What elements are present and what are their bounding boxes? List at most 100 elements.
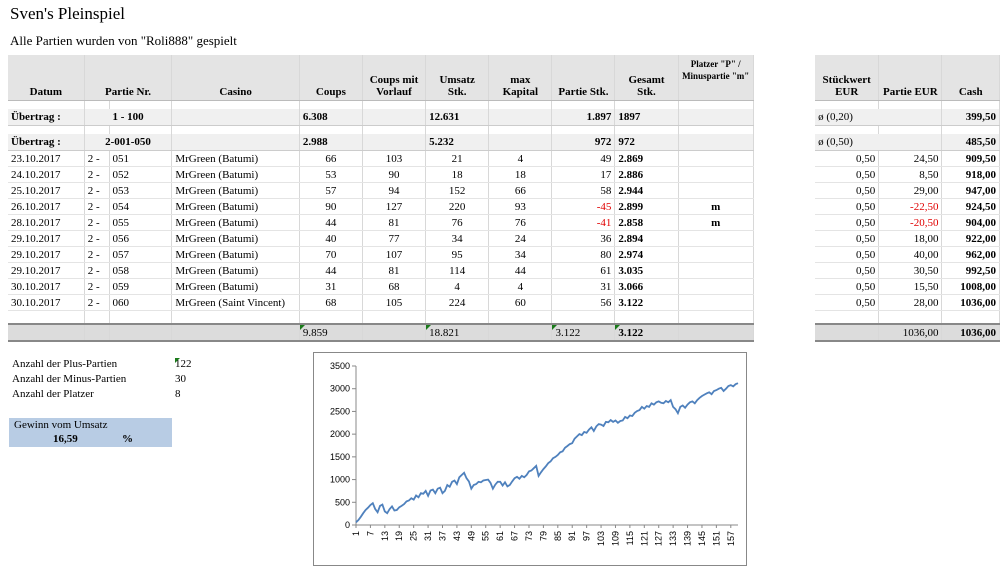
coups-cell: 68 — [299, 294, 363, 311]
partie-eur-cell: 40,00 — [878, 246, 943, 263]
empty-cell — [678, 125, 754, 134]
empty-cell — [941, 310, 1000, 325]
empty-cell — [362, 310, 427, 325]
page-subtitle: Alle Partien wurden von "Roli888" gespie… — [10, 33, 237, 48]
platzer-cell — [678, 182, 754, 199]
casino-cell: MrGreen (Batumi) — [171, 198, 300, 215]
gap-cell — [753, 198, 816, 215]
x-tick-label: 145 — [697, 531, 707, 546]
coups-cell: 53 — [299, 166, 363, 183]
stueckwert-cell: 0,50 — [815, 230, 880, 247]
stat-label: Anzahl der Plus-Partien — [12, 358, 118, 370]
casino-cell: MrGreen (Batumi) — [171, 262, 300, 279]
total-coups: 9.859 — [299, 323, 363, 342]
empty-cell — [84, 323, 110, 342]
cash-cell: 947,00 — [941, 182, 1000, 199]
empty-cell — [299, 310, 363, 325]
uebertrag-umsatz: 12.631 — [425, 109, 490, 126]
stat-platzer: Anzahl der Platzer 8 — [12, 388, 212, 403]
uebertrag-gesamt: 972 — [614, 134, 679, 151]
y-tick-label: 2500 — [330, 406, 350, 416]
empty-cell — [678, 323, 754, 342]
empty-cell — [551, 310, 616, 325]
datum-cell: 25.10.2017 — [8, 182, 85, 199]
partie-prefix-cell: 2 - — [84, 150, 110, 167]
empty-cell — [299, 125, 363, 134]
partie-eur-cell: 29,00 — [878, 182, 943, 199]
header-cash: Cash — [941, 55, 1000, 101]
datum-cell: 26.10.2017 — [8, 198, 85, 215]
header-partie-nr: Partie Nr. — [84, 55, 173, 101]
vorlauf-cell: 81 — [362, 214, 427, 231]
partie-prefix-cell: 2 - — [84, 246, 110, 263]
empty-cell — [425, 310, 490, 325]
gewinn-unit: % — [122, 433, 133, 445]
x-tick-label: 121 — [639, 531, 649, 546]
uebertrag-partie-stk: 972 — [551, 134, 616, 151]
gap-cell — [753, 230, 816, 247]
x-tick-label: 127 — [654, 531, 664, 546]
empty-cell — [84, 100, 110, 109]
table-row: 29.10.2017 2 -058 MrGreen (Batumi) 44 81 114 4… — [8, 262, 1000, 279]
partie-nr-cell: 056 — [109, 230, 173, 247]
table-row: 30.10.2017 2 -060 MrGreen (Saint Vincent) 6… — [8, 294, 1000, 311]
cash-cell: 918,00 — [941, 166, 1000, 183]
partie-stk-cell: 56 — [551, 294, 616, 311]
uebertrag-stueckwert: ø (0,20) — [815, 109, 943, 126]
stueckwert-cell: 0,50 — [815, 246, 880, 263]
stat-value: 8 — [175, 388, 181, 400]
gap-cell — [753, 166, 816, 183]
datum-cell: 28.10.2017 — [8, 214, 85, 231]
stueckwert-cell: 0,50 — [815, 278, 880, 295]
stueckwert-cell: 0,50 — [815, 214, 880, 231]
gesamt-stk-cell: 3.066 — [614, 278, 679, 295]
cash-cell: 924,50 — [941, 198, 1000, 215]
stats-block: Anzahl der Plus-Partien 122 Anzahl der M… — [12, 358, 212, 403]
totals-row: 9.859 18.821 3.122 3.122 1036,00 1036,00 — [8, 323, 1000, 342]
partie-stk-cell: -41 — [551, 214, 616, 231]
gesamt-stk-cell: 2.944 — [614, 182, 679, 199]
gesamt-stk-cell: 2.886 — [614, 166, 679, 183]
x-tick-label: 1 — [351, 531, 361, 536]
partie-nr-cell: 054 — [109, 198, 173, 215]
kapital-cell: 4 — [488, 150, 553, 167]
y-tick-label: 3500 — [330, 361, 350, 371]
empty-cell — [488, 134, 553, 151]
uebertrag-row: Übertrag :2-001-050 2.988 5.232 972 972 ø (0,… — [8, 134, 1000, 151]
empty-cell — [614, 125, 679, 134]
stat-value: 122 — [175, 358, 192, 370]
kapital-cell: 24 — [488, 230, 553, 247]
empty-cell — [488, 323, 553, 342]
header-umsatz: Umsatz Stk. — [425, 55, 490, 101]
partie-nr-cell: 059 — [109, 278, 173, 295]
casino-cell: MrGreen (Batumi) — [171, 166, 300, 183]
cash-cell: 1008,00 — [941, 278, 1000, 295]
table-row: 30.10.2017 2 -059 MrGreen (Batumi) 31 68 4 4 31… — [8, 278, 1000, 295]
empty-cell — [941, 125, 1000, 134]
empty-cell — [678, 310, 754, 325]
empty-cell — [551, 125, 616, 134]
empty-cell — [362, 134, 427, 151]
casino-cell: MrGreen (Batumi) — [171, 246, 300, 263]
uebertrag-label: Übertrag : — [8, 134, 85, 151]
x-tick-label: 115 — [625, 531, 635, 545]
platzer-cell — [678, 246, 754, 263]
partie-eur-cell: -22,50 — [878, 198, 943, 215]
gewinn-box: Gewinn vom Umsatz 16,59 % — [9, 418, 172, 447]
x-tick-label: 79 — [538, 531, 548, 541]
empty-cell — [8, 310, 85, 325]
umsatz-cell: 220 — [425, 198, 490, 215]
platzer-cell — [678, 294, 754, 311]
partie-prefix-cell: 2 - — [84, 230, 110, 247]
stueckwert-cell: 0,50 — [815, 294, 880, 311]
partie-nr-cell: 057 — [109, 246, 173, 263]
umsatz-cell: 224 — [425, 294, 490, 311]
partie-prefix-cell: 2 - — [84, 294, 110, 311]
header-gesamt-stk: Gesamt Stk. — [614, 55, 679, 101]
platzer-cell: m — [678, 214, 754, 231]
empty-cell — [878, 100, 943, 109]
stat-label: Anzahl der Minus-Partien — [12, 373, 127, 385]
uebertrag-label: Übertrag : — [8, 109, 85, 126]
gesamt-stk-cell: 2.869 — [614, 150, 679, 167]
gap-cell — [753, 262, 816, 279]
